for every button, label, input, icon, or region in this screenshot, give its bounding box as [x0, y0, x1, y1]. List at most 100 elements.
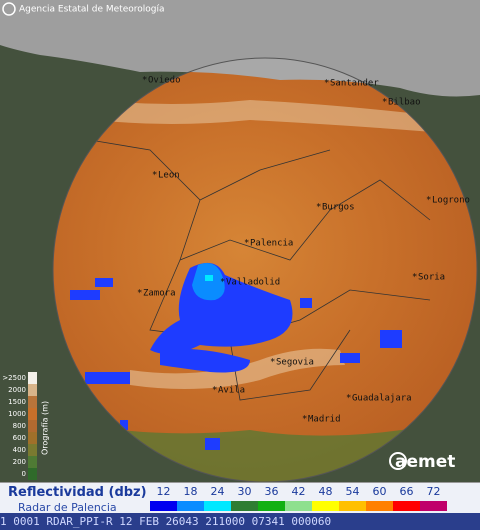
city-marker: *	[270, 358, 275, 368]
legend-level: 66	[393, 485, 420, 511]
city-marker: *	[412, 273, 417, 283]
orography-label: 1500	[8, 398, 26, 406]
level-label: 60	[372, 485, 387, 498]
city-label: Segovia	[276, 358, 314, 368]
city-marker: *	[316, 203, 321, 213]
city-marker: *	[426, 196, 431, 206]
level-swatch	[312, 501, 339, 511]
city-label: Logrono	[432, 196, 470, 206]
level-swatch	[204, 501, 231, 511]
city-label: Oviedo	[148, 76, 181, 86]
radar-echoes-strong	[205, 275, 213, 281]
orography-label: 400	[13, 446, 26, 454]
level-label: 36	[264, 485, 279, 498]
level-swatch	[258, 501, 285, 511]
cities: * Oviedo * Santander* Bilbao* Leon* Burgos* Log…	[137, 76, 470, 425]
level-label: 66	[399, 485, 414, 498]
legend-level: 12	[150, 485, 177, 511]
city-marker: *	[142, 76, 147, 86]
range-ring	[52, 57, 478, 482]
orography-legend: >25002000150010008006004002000Orografía …	[2, 372, 50, 480]
logo-icon	[389, 452, 407, 470]
level-swatch	[420, 501, 447, 511]
level-label: 24	[210, 485, 225, 498]
level-label: 18	[183, 485, 198, 498]
legend-title: Reflectividad (dbz)	[8, 485, 147, 500]
level-swatch	[285, 501, 312, 511]
level-label: 48	[318, 485, 333, 498]
city-marker: *	[346, 394, 351, 404]
orography-swatch	[28, 456, 37, 468]
orography-swatch	[28, 408, 37, 420]
city-marker: *	[220, 278, 225, 288]
agency-name: Agencia Estatal de Meteorología	[19, 5, 165, 15]
level-swatch	[393, 501, 420, 511]
level-label: 54	[345, 485, 360, 498]
orography-swatch	[28, 384, 37, 396]
legend-level: 36	[258, 485, 285, 511]
city-label: Leon	[158, 171, 180, 181]
orography-swatch	[28, 432, 37, 444]
legend-level: 72	[420, 485, 447, 511]
city-marker: *	[152, 171, 157, 181]
orography-swatch	[28, 396, 37, 408]
level-label: 30	[237, 485, 252, 498]
radar-map: * Oviedo * Santander* Bilbao* Leon* Burgos* Log…	[0, 0, 480, 482]
level-swatch	[150, 501, 177, 511]
city-marker: *	[244, 239, 249, 249]
city-label: Valladolid	[226, 278, 280, 288]
status-bar: 1 0001 RDAR_PPI-R 12 FEB 26043 211000 07…	[0, 513, 480, 530]
city-label: Soria	[418, 273, 445, 283]
orography-swatch	[28, 420, 37, 432]
orography-title: Orografía (m)	[41, 401, 50, 455]
legend-level: 60	[366, 485, 393, 511]
orography-label: 800	[13, 422, 26, 430]
radar-echoes-moderate	[192, 262, 225, 301]
city-marker: *	[324, 79, 329, 89]
orography-label: 0	[22, 470, 26, 478]
mountains	[60, 95, 470, 135]
orography-label: 1000	[8, 410, 26, 418]
city-marker: *	[382, 98, 387, 108]
legend-level: 30	[231, 485, 258, 511]
legend-subtitle: Radar de Palencia	[18, 501, 117, 514]
orography-swatch	[28, 372, 37, 384]
city-label: Santander	[330, 79, 379, 89]
city-label: Madrid	[308, 415, 341, 425]
level-label: 12	[156, 485, 171, 498]
city-marker: *	[302, 415, 307, 425]
legend-levels: 12 18 24 30 36 42 48 54 60 66 72	[150, 485, 447, 511]
level-swatch	[339, 501, 366, 511]
sea	[0, 0, 480, 97]
orography-label: 2000	[8, 386, 26, 394]
reflectivity-legend: Reflectividad (dbz) Radar de Palencia 12…	[0, 482, 480, 514]
orography-swatch	[28, 444, 37, 456]
radar-echoes	[70, 262, 402, 450]
city-label: Bilbao	[388, 98, 421, 108]
orography-label: 600	[13, 434, 26, 442]
level-label: 42	[291, 485, 306, 498]
legend-level: 54	[339, 485, 366, 511]
logo: aemet	[395, 452, 455, 472]
level-swatch	[366, 501, 393, 511]
city-label: Guadalajara	[352, 394, 412, 404]
legend-level: 24	[204, 485, 231, 511]
level-label: 72	[426, 485, 441, 498]
orography-swatch	[28, 468, 37, 480]
level-swatch	[231, 501, 258, 511]
orography-label: 200	[13, 458, 26, 466]
city-label: Avila	[218, 386, 245, 396]
city-marker: *	[212, 386, 217, 396]
orography-label: >2500	[2, 374, 26, 382]
city-marker: *	[137, 289, 142, 299]
city-label: Zamora	[143, 289, 176, 299]
borders	[89, 139, 431, 401]
legend-level: 18	[177, 485, 204, 511]
level-swatch	[177, 501, 204, 511]
legend-level: 42	[285, 485, 312, 511]
city-label: Burgos	[322, 203, 355, 213]
legend-level: 48	[312, 485, 339, 511]
agency-icon	[2, 2, 16, 16]
city-label: Palencia	[250, 239, 293, 249]
